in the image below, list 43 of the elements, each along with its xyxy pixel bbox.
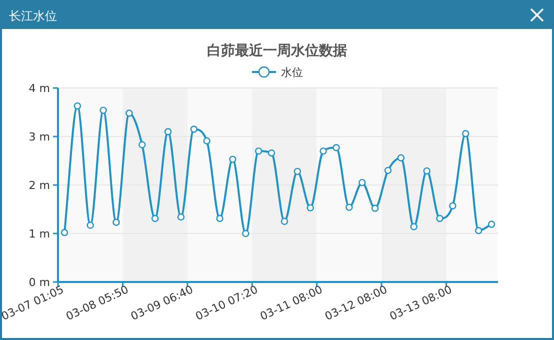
point <box>203 137 210 144</box>
point <box>164 128 172 136</box>
point <box>474 226 482 234</box>
point <box>280 218 288 225</box>
point <box>190 126 198 133</box>
point <box>294 168 302 176</box>
legend: 水位 <box>252 66 303 79</box>
point <box>74 102 82 110</box>
point <box>320 147 327 155</box>
annotation: 长江水位 <box>9 9 57 23</box>
point <box>112 218 120 226</box>
point <box>60 228 68 236</box>
point <box>86 222 94 229</box>
point <box>242 230 250 238</box>
point <box>138 141 146 148</box>
point <box>216 214 224 222</box>
point <box>397 154 405 162</box>
point <box>384 166 392 174</box>
chart-title: 白茆最近一周水位数据 <box>207 42 347 59</box>
point <box>346 204 353 211</box>
point <box>100 106 107 114</box>
point <box>410 223 418 230</box>
y-tick-label: 1 m <box>28 228 50 240</box>
point <box>177 213 185 221</box>
point <box>371 204 379 212</box>
point <box>436 214 444 222</box>
point <box>306 204 314 212</box>
point <box>126 110 133 117</box>
y-tick-label: 4 m <box>28 82 50 95</box>
y-tick-label: 3 m <box>28 130 50 144</box>
point <box>268 149 276 157</box>
point <box>254 147 262 155</box>
point <box>423 167 430 175</box>
legend-label: 水位 <box>281 66 303 79</box>
y-tick-label: 2 m <box>28 179 50 192</box>
point <box>449 202 456 210</box>
y-tick-label: 0 m <box>28 276 50 289</box>
point <box>229 156 236 163</box>
point <box>462 130 470 138</box>
point <box>151 214 159 222</box>
point <box>358 178 366 186</box>
point <box>332 144 340 152</box>
point <box>488 220 496 228</box>
